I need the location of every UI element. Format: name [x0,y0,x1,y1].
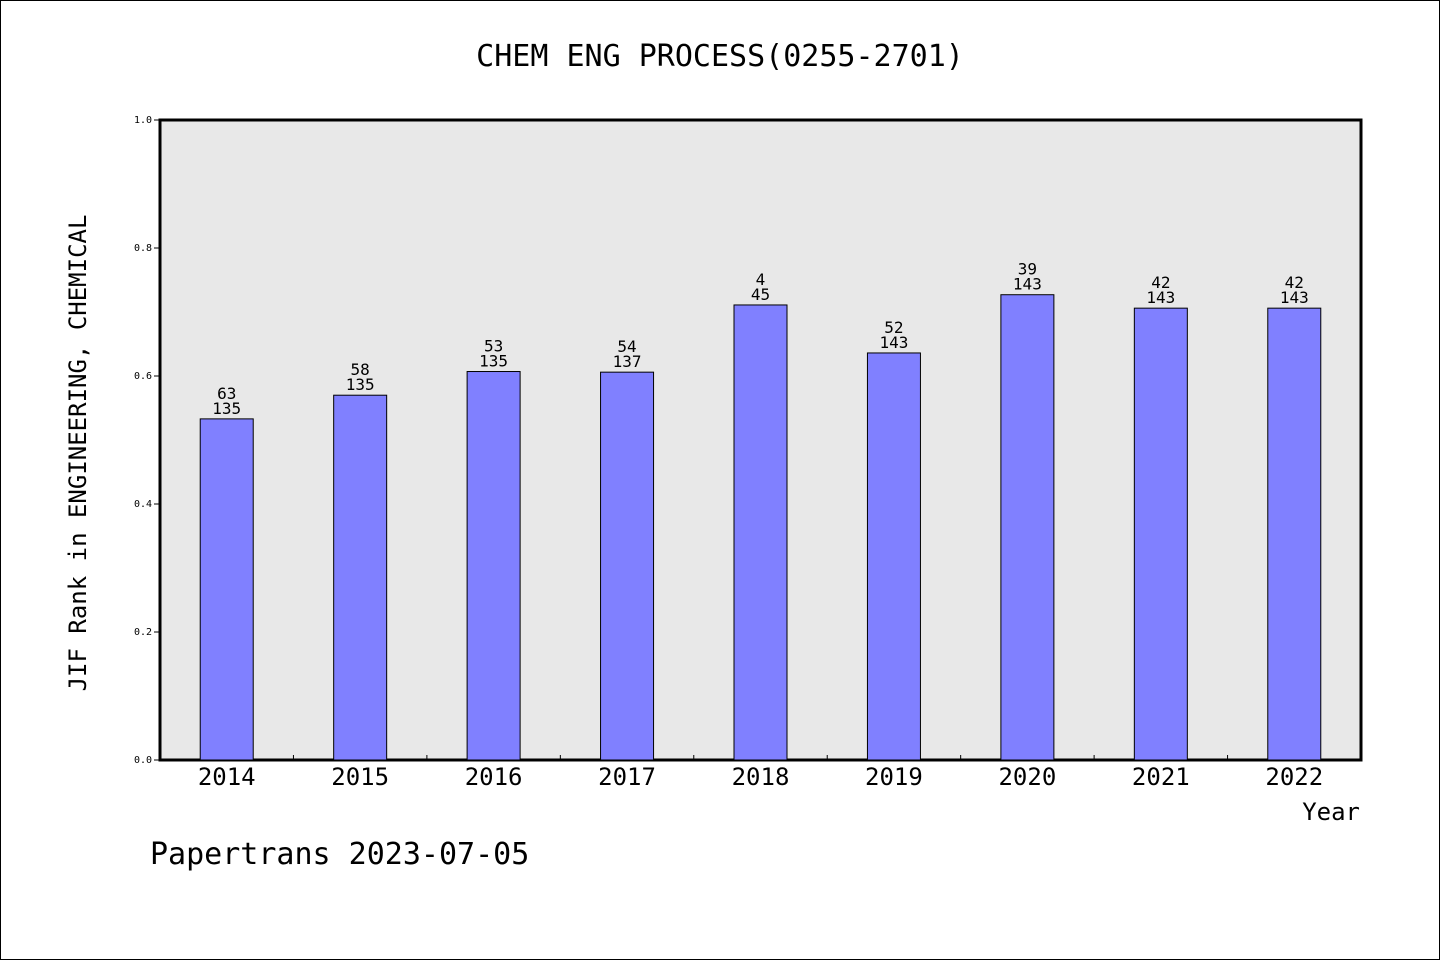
x-tick-label: 2016 [465,763,523,791]
bar-2022 [1267,307,1322,761]
bar-label-rank: 42 [1151,273,1170,292]
bar-label-total: 137 [613,352,642,371]
x-tick-label: 2020 [998,763,1056,791]
x-tick-label: 2014 [198,763,256,791]
bar-label-total: 135 [346,375,375,394]
y-axis-label: JIF Rank in ENGINEERING, CHEMICAL [64,215,92,692]
bar-label-total: 143 [879,333,908,352]
bar-2019 [866,352,921,761]
x-tick-label: 2019 [865,763,923,791]
x-tick-label: 2015 [331,763,389,791]
bar-2020 [1000,294,1055,761]
x-tick-label: 2022 [1265,763,1323,791]
x-tick-label: 2018 [732,763,790,791]
y-tick-label: 0.8 [134,243,152,254]
bar-2014 [199,418,254,761]
y-tick-label: 0.2 [134,627,152,638]
bar-2017 [600,371,655,761]
bar-2018 [733,304,788,761]
x-axis: 2014 2015 2016 2017 2018 2019 2020 2021 2022 [198,755,1323,791]
bar-label-rank: 58 [351,360,370,379]
y-tick-label: 0.6 [134,371,152,382]
bar-label-rank: 39 [1018,260,1037,279]
bar-label-total: 135 [479,352,508,371]
bar-label-rank: 42 [1285,273,1304,292]
y-tick-label: 1.0 [134,115,152,126]
footer-text: Papertrans 2023-07-05 [150,837,529,872]
bar-label-total: 143 [1013,275,1042,294]
bar-label-rank: 63 [217,384,236,403]
bar-2016 [466,371,521,761]
bar-2021 [1133,307,1188,761]
bar-label-total: 143 [1280,288,1309,307]
bar-label-total: 45 [751,285,770,304]
bar-2015 [333,394,388,761]
y-axis: 0.0 0.2 0.4 0.6 0.8 1.0 [134,115,160,766]
y-tick-label: 0.0 [134,755,152,766]
bar-label-rank: 53 [484,337,503,356]
bar-label-rank: 54 [617,337,636,356]
bar-label-rank: 4 [756,270,766,289]
bar-label-total: 135 [212,399,241,418]
bar-label-total: 143 [1146,288,1175,307]
x-axis-label: Year [1302,798,1360,826]
x-tick-label: 2021 [1132,763,1190,791]
y-tick-label: 0.4 [134,499,152,510]
x-tick-label: 2017 [598,763,656,791]
chart-title: CHEM ENG PROCESS(0255-2701) [476,39,964,74]
bar-label-rank: 52 [884,318,903,337]
